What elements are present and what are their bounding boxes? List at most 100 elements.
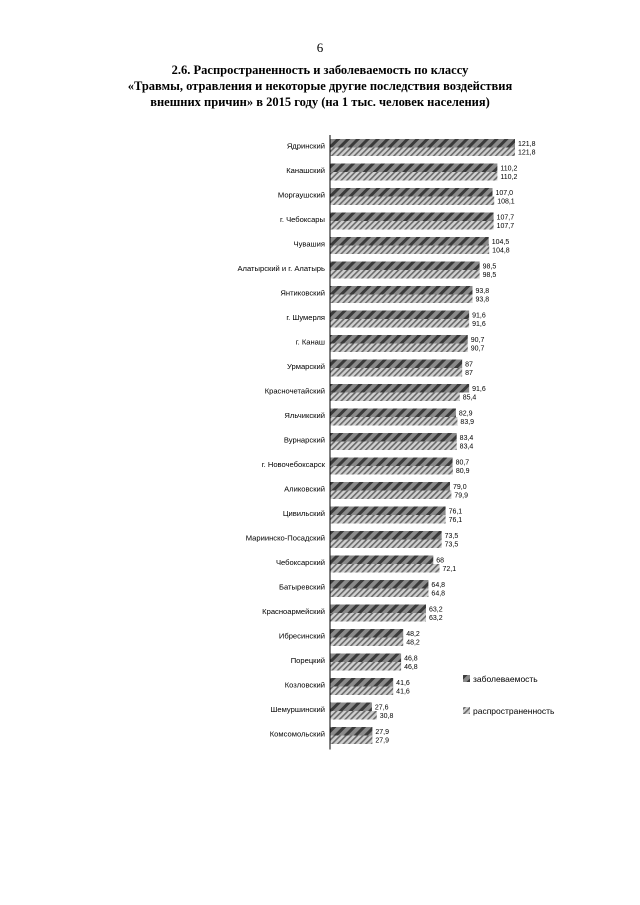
bar-incidence: [330, 237, 489, 246]
value-label-prevalence: 79,9: [454, 492, 468, 499]
value-label-incidence: 107,0: [496, 190, 514, 197]
value-label-prevalence: 87: [465, 370, 473, 377]
bar-prevalence: [330, 564, 440, 573]
bar-incidence: [330, 188, 493, 197]
category-label: Ядринский: [287, 142, 325, 151]
value-label-incidence: 91,6: [472, 312, 486, 319]
bar-prevalence: [330, 343, 468, 352]
category-label: Янтиковский: [280, 289, 325, 298]
title-line-3: внешних причин» в 2015 году (на 1 тыс. ч…: [150, 95, 490, 109]
bar-prevalence: [330, 613, 426, 622]
bar-incidence: [330, 482, 450, 491]
value-label-incidence: 76,1: [449, 508, 463, 515]
value-label-incidence: 104,5: [492, 239, 510, 246]
bar-prevalence: [330, 515, 446, 524]
value-label-incidence: 107,7: [497, 214, 515, 221]
bar-prevalence: [330, 588, 429, 597]
legend-swatch-incidence: [463, 675, 470, 682]
value-label-prevalence: 73,5: [445, 541, 459, 548]
bar-incidence: [330, 531, 442, 540]
bar-incidence: [330, 727, 373, 736]
category-label: Алатырский и г. Алатырь: [237, 264, 325, 273]
bar-prevalence: [330, 392, 460, 401]
category-label: Порецкий: [291, 656, 325, 665]
value-label-incidence: 27,6: [375, 704, 389, 711]
category-label: Чебоксарский: [276, 558, 325, 567]
bar-prevalence: [330, 368, 463, 377]
bar-prevalence: [330, 711, 377, 720]
legend-label-incidence: заболеваемость: [473, 674, 538, 684]
bar-prevalence: [330, 441, 457, 450]
value-label-prevalence: 83,4: [460, 443, 474, 450]
category-label: Моргаушский: [278, 191, 325, 200]
value-label-prevalence: 48,2: [406, 639, 420, 646]
value-label-prevalence: 46,8: [404, 664, 418, 671]
category-label: Цивильский: [283, 509, 325, 518]
category-label: Шемуршинский: [270, 705, 325, 714]
value-label-incidence: 79,0: [453, 484, 467, 491]
bar-incidence: [330, 163, 498, 172]
category-label: г. Чебоксары: [280, 215, 325, 224]
value-label-prevalence: 85,4: [463, 394, 477, 401]
category-label: Красноармейский: [262, 607, 325, 616]
value-label-incidence: 64,8: [431, 582, 445, 589]
bar-incidence: [330, 629, 404, 638]
category-label: Козловский: [285, 681, 325, 690]
value-label-prevalence: 64,8: [431, 590, 445, 597]
bar-incidence: [330, 653, 402, 662]
value-label-prevalence: 63,2: [429, 615, 443, 622]
bar-prevalence: [330, 172, 498, 181]
value-label-incidence: 121,8: [518, 141, 536, 148]
value-label-prevalence: 72,1: [443, 566, 457, 573]
value-label-incidence: 110,2: [500, 165, 517, 172]
category-label: Чувашия: [294, 240, 325, 249]
category-label: Комсомольский: [270, 730, 325, 739]
bar-prevalence: [330, 319, 470, 328]
bar-prevalence: [330, 686, 394, 695]
value-label-incidence: 87: [465, 361, 473, 368]
bar-prevalence: [330, 637, 404, 646]
bar-prevalence: [330, 294, 473, 303]
value-label-incidence: 83,4: [460, 435, 474, 442]
category-label: Канашский: [286, 166, 325, 175]
bar-incidence: [330, 433, 457, 442]
bar-prevalence: [330, 221, 494, 230]
bar-incidence: [330, 408, 456, 417]
bar-prevalence: [330, 270, 480, 279]
value-label-incidence: 93,8: [475, 288, 489, 295]
bar-incidence: [330, 384, 470, 393]
category-label: Аликовский: [284, 485, 325, 494]
bar-prevalence: [330, 490, 452, 499]
category-label: г. Новочебоксарск: [262, 460, 326, 469]
value-label-prevalence: 80,9: [456, 468, 470, 475]
category-label: Урмарский: [287, 362, 325, 371]
value-label-prevalence: 76,1: [449, 517, 463, 524]
value-label-prevalence: 98,5: [483, 272, 497, 279]
legend-swatch-prevalence: [463, 707, 470, 714]
bar-prevalence: [330, 147, 515, 156]
category-label: Ибресинский: [279, 632, 325, 641]
bar-incidence: [330, 457, 453, 466]
value-label-prevalence: 121,8: [518, 149, 536, 156]
bar-incidence: [330, 702, 372, 711]
bar-incidence: [330, 310, 470, 319]
category-label: Яльчикский: [284, 411, 325, 420]
value-label-incidence: 41,6: [396, 680, 410, 687]
bar-incidence: [330, 261, 480, 270]
bar-prevalence: [330, 662, 402, 671]
title-line-2: «Травмы, отравления и некоторые другие п…: [127, 79, 513, 93]
bar-incidence: [330, 580, 429, 589]
bar-incidence: [330, 139, 515, 148]
value-label-incidence: 63,2: [429, 606, 443, 613]
bar-incidence: [330, 678, 394, 687]
value-label-incidence: 98,5: [483, 263, 497, 270]
category-label: Батыревский: [279, 583, 325, 592]
bar-incidence: [330, 604, 426, 613]
bar-prevalence: [330, 196, 495, 205]
value-label-prevalence: 104,8: [492, 247, 510, 254]
legend-label-prevalence: распространенность: [473, 706, 555, 716]
bar-incidence: [330, 359, 463, 368]
category-label: Красночетайский: [265, 387, 325, 396]
